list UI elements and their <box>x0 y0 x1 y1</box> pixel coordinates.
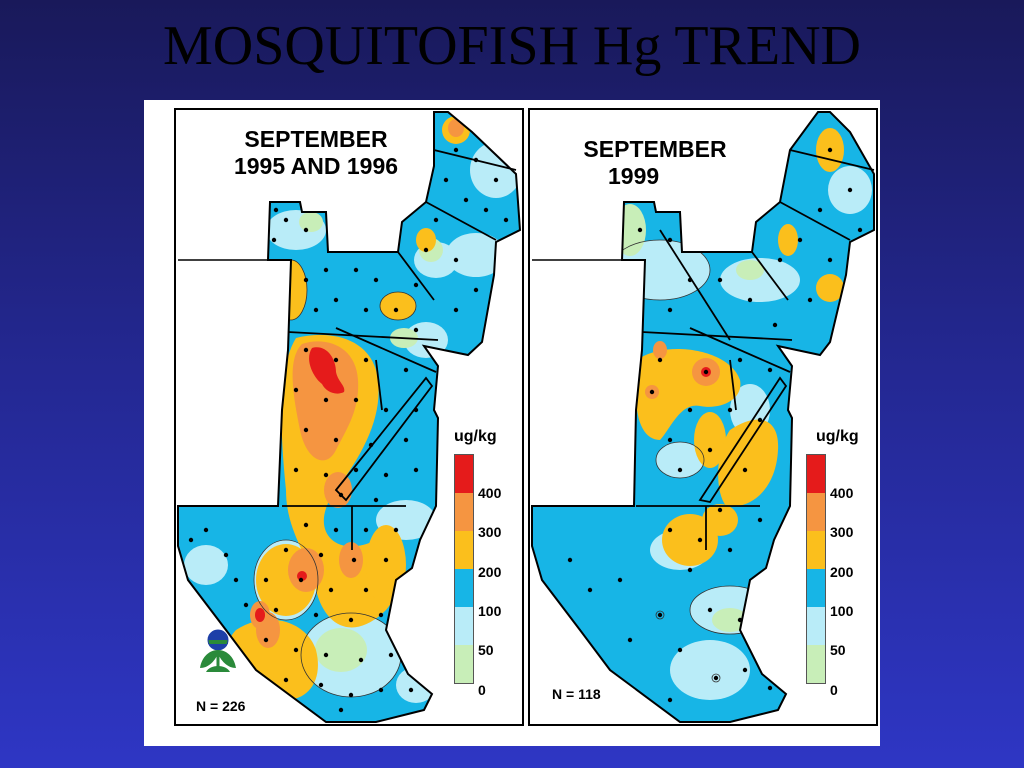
legend-color-bar <box>454 454 474 684</box>
legend-tick-400: 400 <box>830 485 854 501</box>
legend-tick-200: 200 <box>478 564 502 580</box>
legend-swatch-200-300 <box>455 531 473 569</box>
legend-tick-50: 50 <box>830 642 846 658</box>
legend-color-bar <box>806 454 826 684</box>
legend-swatch-300-400 <box>807 493 825 531</box>
map-title-line2: 1999 <box>608 163 660 189</box>
mercury-contour-map-1999 <box>531 111 875 723</box>
legend-tick-100: 100 <box>478 603 502 619</box>
legend-tick-300: 300 <box>478 524 502 540</box>
map-title-1995-1996: SEPTEMBER 1995 AND 1996 <box>216 126 416 180</box>
mercury-contour-map-1995-1996 <box>177 111 522 723</box>
legend-unit: ug/kg <box>454 428 497 445</box>
map-title-1999: SEPTEMBER 1999 <box>560 136 750 190</box>
sample-count: N = 118 <box>552 686 601 702</box>
map-title-line1: SEPTEMBER <box>583 136 727 162</box>
legend-swatch-200-300 <box>807 531 825 569</box>
legend-swatch-50-100 <box>807 607 825 645</box>
legend-swatch-300-400 <box>455 493 473 531</box>
legend-tick-0: 0 <box>478 682 486 698</box>
sample-count: N = 226 <box>196 698 246 714</box>
legend-swatch-400-plus <box>807 455 825 493</box>
legend-unit: ug/kg <box>816 428 859 445</box>
legend-tick-400: 400 <box>478 485 502 501</box>
legend-tick-300: 300 <box>830 524 854 540</box>
map-panel-1999: SEPTEMBER 1999 ug/kg 400 300 200 100 50 … <box>528 108 878 726</box>
epa-logo-icon <box>200 629 236 672</box>
legend-tick-200: 200 <box>830 564 854 580</box>
legend-swatch-0-50 <box>807 645 825 683</box>
figure-panel: SEPTEMBER 1995 AND 1996 ug/kg 400 300 20… <box>144 100 880 746</box>
legend-swatch-50-100 <box>455 607 473 645</box>
slide-title: MOSQUITOFISH Hg TREND <box>162 15 861 77</box>
map-title-line1: SEPTEMBER <box>244 126 388 152</box>
legend-swatch-400-plus <box>455 455 473 493</box>
legend-swatch-100-200 <box>807 569 825 607</box>
legend-tick-100: 100 <box>830 603 854 619</box>
legend-swatch-100-200 <box>455 569 473 607</box>
legend-tick-0: 0 <box>830 682 838 698</box>
legend-swatch-0-50 <box>455 645 473 683</box>
map-title-line2: 1995 AND 1996 <box>233 153 399 179</box>
map-panel-1995-1996: SEPTEMBER 1995 AND 1996 ug/kg 400 300 20… <box>174 108 524 726</box>
legend-tick-50: 50 <box>478 642 494 658</box>
